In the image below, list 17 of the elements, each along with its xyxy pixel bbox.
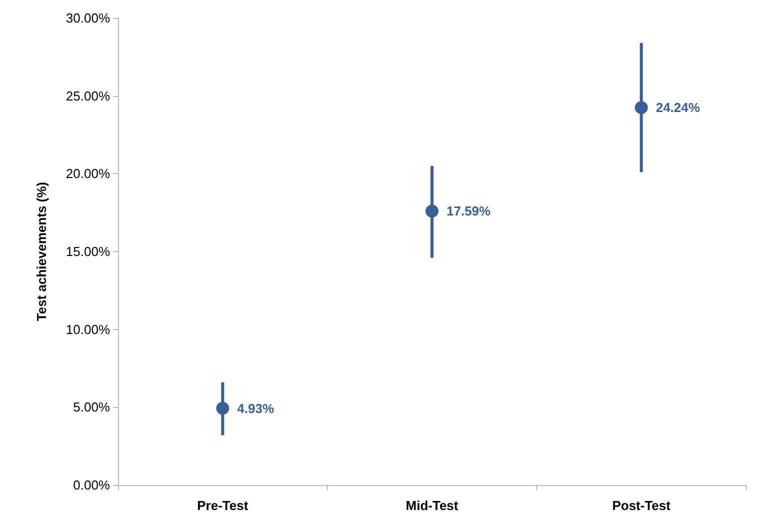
data-label: 24.24% bbox=[656, 100, 700, 116]
data-label: 4.93% bbox=[237, 400, 274, 416]
x-tick-label: Mid-Test bbox=[406, 498, 459, 513]
y-tick-label: 5.00% bbox=[73, 400, 110, 415]
point bbox=[634, 101, 648, 114]
point bbox=[216, 402, 230, 415]
y-tick-label: 30.00% bbox=[66, 10, 110, 26]
x-tick-label: Pre-Test bbox=[197, 498, 249, 513]
y-tick-label: 20.00% bbox=[66, 166, 110, 182]
y-tick-label: 25.00% bbox=[66, 88, 110, 104]
y-tick-label: 15.00% bbox=[66, 244, 110, 259]
data-label: 17.59% bbox=[446, 204, 492, 219]
point bbox=[426, 204, 438, 218]
y-axis-title: Test achievements (%) bbox=[34, 182, 49, 322]
y-tick-label: 10.00% bbox=[66, 322, 110, 337]
y-tick-label: 0.00% bbox=[73, 478, 110, 492]
x-tick-label: Post-Test bbox=[612, 498, 672, 513]
